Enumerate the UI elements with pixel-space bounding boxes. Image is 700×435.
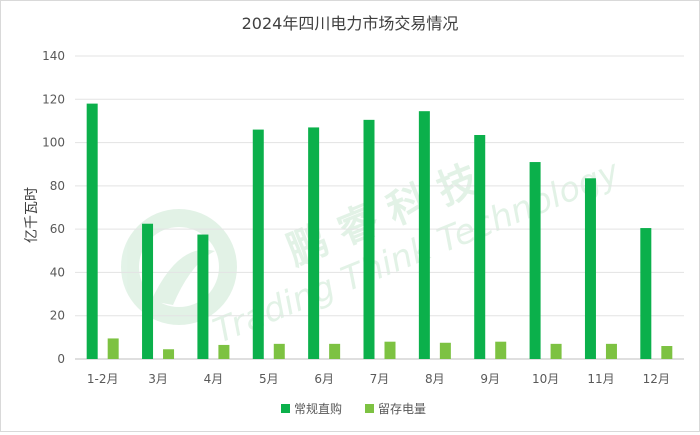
bar-series-1 — [363, 119, 375, 359]
bar-series-2 — [605, 343, 617, 359]
bar-series-2 — [273, 343, 285, 359]
bar-series-2 — [218, 344, 230, 359]
bar-series-1 — [529, 162, 541, 359]
bar-series-1 — [418, 111, 430, 359]
x-tick-label: 6月 — [314, 372, 334, 386]
legend: 常规直购 留存电量 — [281, 401, 426, 416]
watermark-logo-icon — [121, 209, 237, 325]
bar-series-1 — [584, 178, 596, 359]
y-tick-label: 40 — [50, 265, 65, 279]
chart-title: 2024年四川电力市场交易情况 — [242, 14, 459, 33]
x-tick-label: 8月 — [425, 372, 445, 386]
y-tick-label: 80 — [50, 179, 65, 193]
bar-series-2 — [107, 338, 119, 359]
bar-series-2 — [439, 342, 451, 359]
y-axis-label: 亿千瓦时 — [24, 187, 40, 243]
bar-series-2 — [661, 346, 673, 359]
x-tick-label: 7月 — [370, 372, 390, 386]
y-tick-label: 60 — [50, 222, 65, 236]
x-tick-label: 11月 — [587, 372, 614, 386]
x-tick-label: 1-2月 — [87, 372, 119, 386]
bar-series-1 — [252, 129, 264, 359]
bars — [86, 103, 673, 360]
y-tick-label: 20 — [50, 309, 65, 323]
bar-series-1 — [640, 228, 652, 359]
bar-series-2 — [495, 341, 507, 359]
x-tick-label: 5月 — [259, 372, 279, 386]
x-tick-label: 12月 — [643, 372, 670, 386]
bar-series-2 — [163, 349, 175, 359]
y-axis-ticks: 0 20 40 60 80 100 120 140 — [42, 49, 65, 366]
bar-series-1 — [474, 134, 486, 359]
legend-label: 常规直购 — [294, 401, 342, 416]
bar-series-1 — [86, 103, 98, 359]
y-tick-label: 0 — [57, 352, 65, 366]
bar-series-2 — [384, 341, 396, 359]
y-tick-label: 100 — [42, 136, 65, 150]
legend-swatch — [281, 404, 290, 413]
y-tick-label: 120 — [42, 92, 65, 106]
bar-series-1 — [308, 127, 320, 360]
x-tick-label: 3月 — [148, 372, 168, 386]
x-tick-label: 10月 — [532, 372, 559, 386]
grid-lines — [75, 55, 684, 360]
x-axis-ticks: 1-2月 3月 4月 5月 6月 7月 8月 9月 10月 11月 12月 — [87, 372, 670, 386]
bar-series-1 — [142, 223, 154, 359]
x-tick-label: 4月 — [204, 372, 224, 386]
x-tick-label: 9月 — [480, 372, 500, 386]
bar-series-2 — [329, 343, 341, 359]
y-tick-label: 140 — [42, 49, 65, 63]
legend-swatch — [365, 404, 374, 413]
bar-series-1 — [197, 234, 209, 359]
bar-series-2 — [550, 343, 562, 359]
legend-label: 留存电量 — [378, 402, 426, 416]
